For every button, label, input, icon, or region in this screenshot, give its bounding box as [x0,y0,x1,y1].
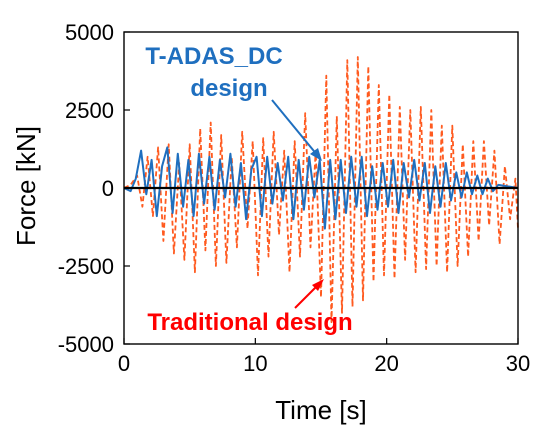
y-tick-label: 0 [102,176,114,201]
y-axis-label: Force [kN] [11,126,41,246]
series-line-t-adas-dc [123,146,519,230]
x-tick-label: 10 [243,351,267,376]
series-layer [123,56,519,324]
y-tick-label: 2500 [65,98,114,123]
y-tick-label: -2500 [58,254,114,279]
x-tick-label: 30 [506,351,530,376]
x-tick-label: 20 [374,351,398,376]
x-tick-label: 0 [118,351,130,376]
x-axis-label: Time [s] [275,395,366,425]
y-tick-label: -5000 [58,332,114,357]
annotation-design: design [190,75,267,102]
y-tick-label: 5000 [65,20,114,45]
annotation-t-adas-dc: T-ADAS_DC [145,43,282,70]
annotation-traditional-design: Traditional design [147,309,352,336]
blue-annotation-arrow [271,99,322,161]
red-annotation-arrow [294,279,324,309]
ticks-layer: 0 10 20 30 5000 2500 0 -2500 -5000 [58,20,531,376]
